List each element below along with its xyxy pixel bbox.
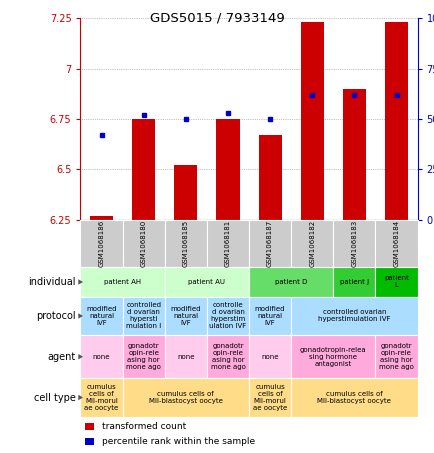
Text: gonadotr
opin-rele
asing hor
mone ago: gonadotr opin-rele asing hor mone ago	[378, 343, 413, 370]
Text: cumulus cells of
MII-blastocyst oocyte: cumulus cells of MII-blastocyst oocyte	[148, 391, 222, 404]
Text: transformed count: transformed count	[102, 422, 186, 431]
Text: GSM1068185: GSM1068185	[182, 220, 188, 267]
Text: controlled
d ovarian
hypersti
mulation I: controlled d ovarian hypersti mulation I	[126, 303, 161, 329]
Text: controlled ovarian
hyperstimulation IVF: controlled ovarian hyperstimulation IVF	[317, 309, 390, 323]
Bar	[174, 165, 197, 220]
Text: patient J: patient J	[339, 279, 368, 285]
Text: patient AH: patient AH	[104, 279, 141, 285]
Text: protocol: protocol	[36, 311, 76, 321]
Text: individual: individual	[29, 277, 76, 287]
Bar	[258, 135, 281, 220]
Text: none: none	[177, 354, 194, 360]
Text: gonadotropin-relea
sing hormone
antagonist: gonadotropin-relea sing hormone antagoni…	[299, 347, 366, 367]
Text: modified
natural
IVF: modified natural IVF	[254, 306, 285, 326]
Text: cumulus
cells of
MII-morul
ae oocyte: cumulus cells of MII-morul ae oocyte	[84, 384, 118, 411]
Bar	[90, 216, 113, 220]
Text: gonadotr
opin-rele
asing hor
mone ago: gonadotr opin-rele asing hor mone ago	[126, 343, 161, 370]
Text: GSM1068183: GSM1068183	[351, 220, 357, 267]
Bar	[300, 22, 323, 220]
Text: none: none	[92, 354, 110, 360]
Bar	[132, 119, 155, 220]
Text: cumulus cells of
MII-blastocyst oocyte: cumulus cells of MII-blastocyst oocyte	[317, 391, 391, 404]
Text: patient D: patient D	[274, 279, 307, 285]
Text: GSM1068180: GSM1068180	[140, 220, 146, 267]
Text: modified
natural
IVF: modified natural IVF	[170, 306, 201, 326]
Text: percentile rank within the sample: percentile rank within the sample	[102, 437, 255, 446]
Bar	[384, 22, 407, 220]
Text: controlle
d ovarian
hyperstim
ulation IVF: controlle d ovarian hyperstim ulation IV…	[209, 303, 246, 329]
Text: GSM1068184: GSM1068184	[393, 220, 398, 267]
Text: GSM1068186: GSM1068186	[99, 220, 104, 267]
Text: GSM1068182: GSM1068182	[309, 220, 315, 267]
Text: patient
L: patient L	[383, 275, 408, 289]
Text: gonadotr
opin-rele
asing hor
mone ago: gonadotr opin-rele asing hor mone ago	[210, 343, 245, 370]
Text: GSM1068187: GSM1068187	[266, 220, 273, 267]
Text: cell type: cell type	[34, 392, 76, 403]
Text: modified
natural
IVF: modified natural IVF	[86, 306, 116, 326]
Text: GSM1068181: GSM1068181	[224, 220, 230, 267]
Text: patient AU: patient AU	[188, 279, 225, 285]
Text: GDS5015 / 7933149: GDS5015 / 7933149	[150, 11, 284, 24]
Text: cumulus
cells of
MII-morul
ae oocyte: cumulus cells of MII-morul ae oocyte	[253, 384, 286, 411]
Text: agent: agent	[48, 352, 76, 362]
Text: none: none	[261, 354, 278, 360]
Bar	[342, 89, 365, 220]
Bar	[216, 119, 239, 220]
